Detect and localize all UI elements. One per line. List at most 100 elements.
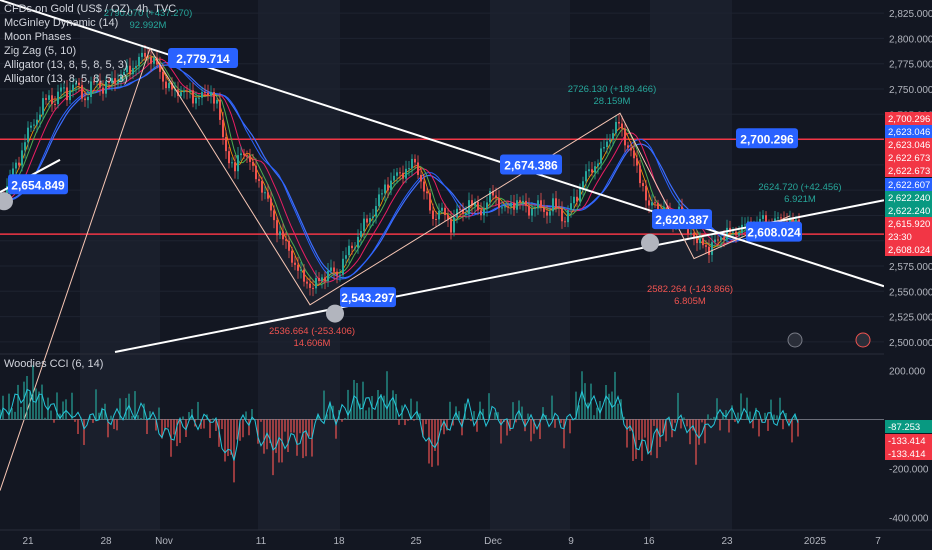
price-axis-label-bg [885,112,932,125]
candle-body [777,217,779,219]
candle-body [351,245,353,249]
candle-body [42,98,44,115]
price-callout-label: 2,620.387 [655,213,709,227]
candle-body [117,81,119,84]
candle-body [450,218,452,233]
candle-body [435,218,437,220]
candle-body [288,240,290,251]
candle-body [174,89,176,91]
time-tick: 11 [256,536,267,547]
oscillator-tick: 200.000 [889,366,926,377]
candle-body [690,232,692,234]
time-tick: 16 [643,536,655,547]
indicator-moon-phases[interactable]: Moon Phases [4,31,72,43]
candle-body [102,87,104,94]
candle-body [276,220,278,236]
price-callout [8,174,68,195]
price-callout [168,47,238,68]
candle-body [309,283,311,288]
time-tick: 21 [22,536,34,547]
zigzag-price-label: 2536.664 (-253.406) [269,326,355,337]
candle-body [192,90,194,104]
price-tick: 2,750.000 [889,85,932,96]
price-axis-label-bg [885,191,932,204]
candle-body [372,216,374,219]
price-axis-label-bg [885,217,932,230]
candle-body [483,208,485,216]
candle-body [411,158,413,169]
price-axis-label: 2,700.296 [888,114,930,125]
candle-body [114,78,116,84]
zigzag-price-label: 2624.720 (+42.456) [758,182,841,193]
oscillator-legend[interactable]: Woodies CCI (6, 14) [4,358,104,370]
price-axis-label: 2,622.607 [888,180,930,191]
candle-body [447,214,449,219]
price-axis-label-bg [885,151,932,164]
candle-body [516,200,518,210]
candle-body [231,162,233,164]
candle-body [72,84,74,91]
candle-body [705,245,707,247]
candle-body [360,231,362,237]
oscillator-axis-label: -133.414 [888,449,926,460]
candle-body [222,119,224,138]
candle-body [249,155,251,162]
candle-body [477,201,479,211]
candle-body [345,255,347,259]
indicator-zigzag[interactable]: Zig Zag (5, 10) [4,45,77,57]
candle-body [291,250,293,263]
candle-body [519,200,521,203]
candle-body [108,81,110,83]
candle-body [51,95,53,105]
price-tick: 2,550.000 [889,287,932,298]
candle-body [489,191,491,203]
candle-body [339,274,341,276]
candle-body [156,57,158,65]
candle-body [252,161,254,166]
candle-body [237,155,239,172]
candle-body [138,56,140,66]
price-callout [746,221,802,242]
candle-body [780,217,782,219]
candle-body [297,264,299,271]
time-axis[interactable]: 21 28 Nov 11 18 25 Dec 9 16 23 2025 7 [0,529,932,547]
candle-body [387,184,389,191]
indicator-alligator-2[interactable]: Alligator (13, 8, 5, 8, 5, 3) [4,73,128,85]
candle-body [417,162,419,175]
candle-body [342,258,344,275]
candle-body [294,262,296,265]
indicator-alligator-1[interactable]: Alligator (13, 8, 5, 8, 5, 3) [4,59,128,71]
price-callout [340,287,396,308]
candle-body [402,172,404,179]
zigzag-volume-label: 14.606M [294,338,331,349]
price-tick: 2,525.000 [889,313,932,324]
price-callout-label: 2,700.296 [740,132,794,146]
candle-body [75,82,77,85]
candle-body [144,52,146,57]
candle-body [105,81,107,94]
candle-body [270,198,272,211]
price-axis-label: 2,622.240 [888,206,930,217]
candle-body [588,169,590,172]
indicator-mcginley[interactable]: McGinley Dynamic (14) [4,17,119,29]
price-tick: 2,775.000 [889,60,932,71]
candle-body [624,128,626,146]
candle-body [357,236,359,248]
oscillator-pane: 200.000 -200.000 -400.000 -87.253 -133.414 -1… [0,365,932,525]
candle-body [393,175,395,181]
flag-icon [855,332,871,348]
moon-marker [326,304,344,323]
oscillator-axis-label-bg [885,447,932,460]
candle-body [240,153,242,156]
lightning-icon [787,332,803,348]
price-axis-label-bg [885,164,932,177]
candle-body [45,98,47,100]
candle-body [576,196,578,202]
price-callout-label: 2,779.714 [176,52,230,66]
candle-body [726,227,728,240]
price-tick: 2,575.000 [889,262,932,273]
zigzag-volume-label: 92.992M [130,20,167,31]
symbol-title[interactable]: CFDs on Gold (US$ / OZ), 4h, TVC [4,3,177,15]
candle-body [633,150,635,159]
